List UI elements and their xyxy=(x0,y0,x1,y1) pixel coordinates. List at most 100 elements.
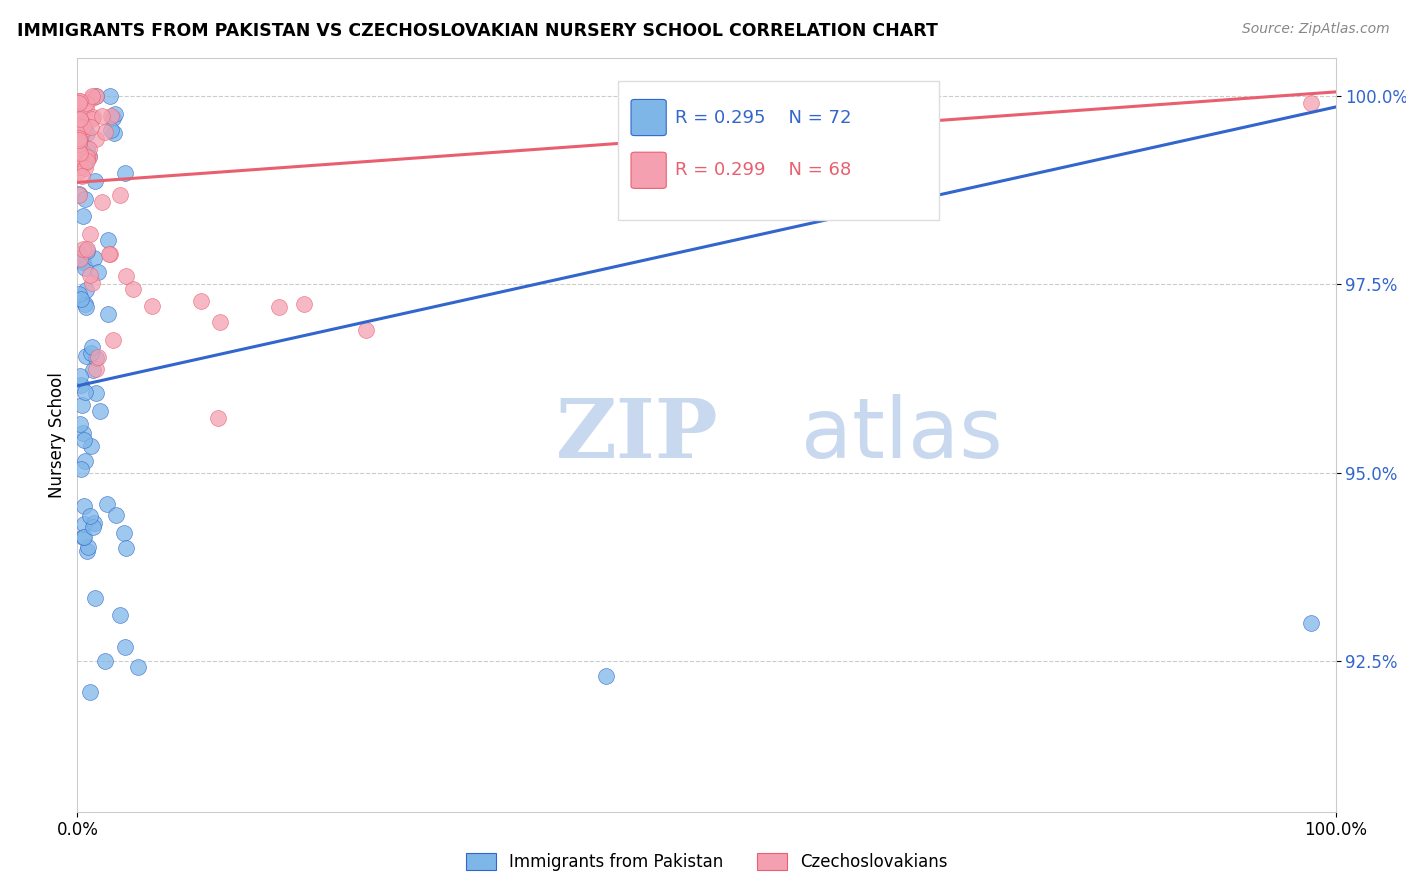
Text: atlas: atlas xyxy=(801,394,1002,475)
Point xyxy=(72,255,94,269)
Point xyxy=(354,323,377,337)
Point xyxy=(75,192,97,206)
Point xyxy=(82,276,104,290)
Point xyxy=(97,233,120,247)
Point xyxy=(72,426,94,441)
Point xyxy=(69,149,91,163)
Point xyxy=(67,156,90,170)
Point xyxy=(67,110,90,124)
Text: IMMIGRANTS FROM PAKISTAN VS CZECHOSLOVAKIAN NURSERY SCHOOL CORRELATION CHART: IMMIGRANTS FROM PAKISTAN VS CZECHOSLOVAK… xyxy=(17,22,938,40)
Point xyxy=(1299,616,1322,631)
Text: Source: ZipAtlas.com: Source: ZipAtlas.com xyxy=(1241,22,1389,37)
Point xyxy=(72,531,94,545)
Point xyxy=(77,142,100,156)
Point xyxy=(67,131,90,145)
Point xyxy=(75,283,97,297)
Point xyxy=(91,109,114,123)
Point xyxy=(595,669,617,683)
Point xyxy=(121,282,143,296)
Point xyxy=(101,112,124,126)
Point xyxy=(73,297,96,311)
Point xyxy=(67,95,90,110)
Point xyxy=(76,244,98,258)
Point xyxy=(70,150,93,164)
Point xyxy=(69,252,91,266)
Point xyxy=(69,252,91,266)
Text: R = 0.299    N = 68: R = 0.299 N = 68 xyxy=(675,161,851,179)
Point xyxy=(70,293,93,307)
Point xyxy=(114,268,136,283)
Point xyxy=(76,242,98,256)
Point xyxy=(70,169,93,183)
Point xyxy=(83,251,105,265)
Point xyxy=(73,119,96,133)
Point xyxy=(67,164,90,178)
Point xyxy=(67,151,90,165)
Point xyxy=(77,151,100,165)
Text: R = 0.295    N = 72: R = 0.295 N = 72 xyxy=(675,109,852,127)
Point xyxy=(100,122,122,136)
Point xyxy=(80,112,103,127)
Point xyxy=(90,195,112,210)
Point xyxy=(75,96,97,111)
Point xyxy=(80,340,103,354)
Point xyxy=(105,508,128,522)
Point xyxy=(72,117,94,131)
Point xyxy=(112,526,135,541)
Point xyxy=(208,315,231,329)
Point xyxy=(67,117,90,131)
Point xyxy=(67,133,90,147)
Point xyxy=(72,120,94,134)
Point xyxy=(207,411,229,425)
Point xyxy=(72,145,94,160)
Point xyxy=(73,433,96,447)
Point xyxy=(73,516,96,531)
Point xyxy=(82,91,104,105)
Point xyxy=(79,268,101,283)
Point xyxy=(69,369,91,384)
Point xyxy=(67,144,90,158)
Point xyxy=(70,116,93,130)
Point xyxy=(94,655,117,669)
Legend: Immigrants from Pakistan, Czechoslovakians: Immigrants from Pakistan, Czechoslovakia… xyxy=(465,853,948,871)
Point xyxy=(86,350,108,364)
Point xyxy=(82,363,104,377)
Point xyxy=(84,88,107,103)
Point xyxy=(69,417,91,431)
Point xyxy=(79,508,101,523)
Point xyxy=(98,247,121,261)
Point xyxy=(141,299,163,313)
Point xyxy=(67,286,90,301)
Point xyxy=(76,153,98,168)
Point xyxy=(84,362,107,376)
Point xyxy=(80,88,103,103)
Point xyxy=(108,187,131,202)
Point xyxy=(82,110,104,124)
Point xyxy=(77,149,100,163)
Point xyxy=(190,293,212,308)
Point xyxy=(98,247,121,261)
Point xyxy=(73,384,96,399)
FancyBboxPatch shape xyxy=(619,80,939,220)
Point xyxy=(73,453,96,467)
Point xyxy=(72,242,94,256)
Point xyxy=(103,126,125,140)
Point xyxy=(73,530,96,544)
Point xyxy=(114,167,136,181)
Point xyxy=(67,119,90,133)
Point xyxy=(72,153,94,168)
Point xyxy=(267,300,290,314)
Point xyxy=(67,188,90,202)
Point xyxy=(84,88,107,103)
Point xyxy=(89,403,111,417)
Point xyxy=(80,120,103,135)
Point xyxy=(1299,96,1322,111)
Point xyxy=(127,660,149,674)
Point xyxy=(67,246,90,260)
Point xyxy=(76,544,98,558)
Point xyxy=(77,540,100,554)
Point xyxy=(96,307,118,321)
Point xyxy=(72,209,94,223)
Point xyxy=(83,516,105,530)
Point xyxy=(67,160,90,174)
